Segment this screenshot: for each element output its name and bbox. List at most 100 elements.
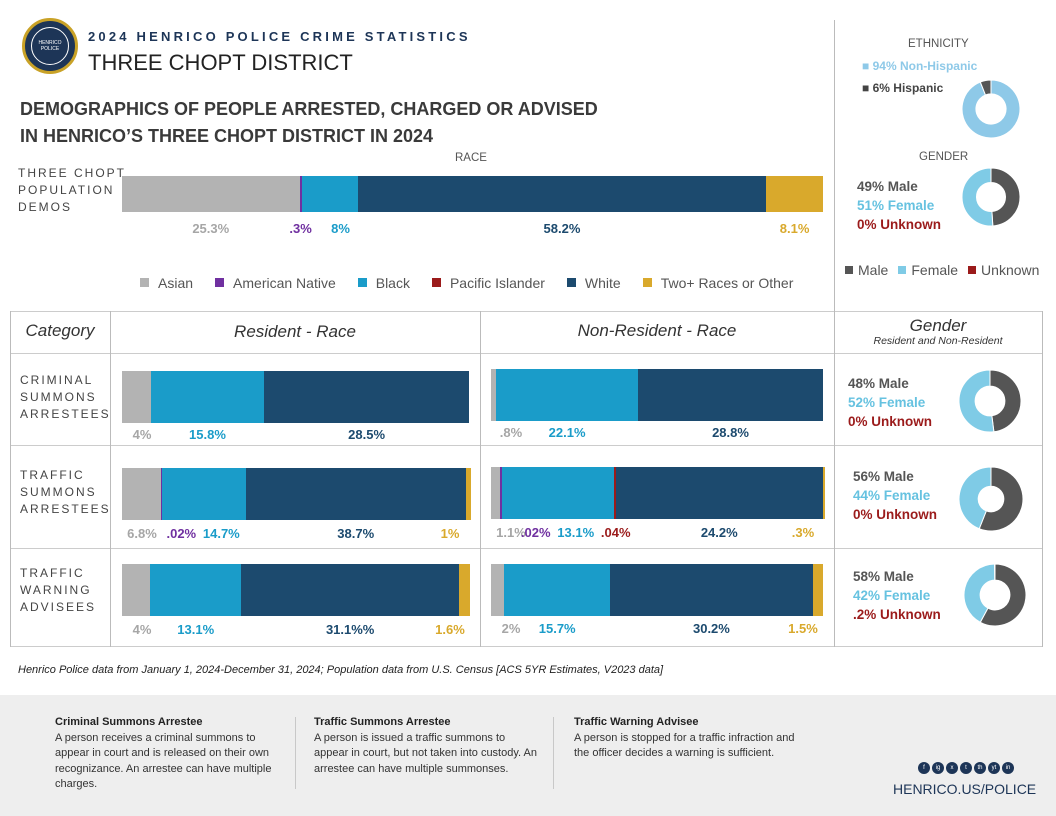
gender-legend-swatch-male <box>845 266 853 274</box>
data-label-white: 28.8% <box>712 425 749 440</box>
warning-resident-labels: 4% 13.1% 31.1%% 1.6% <box>122 622 470 638</box>
bar-segment-two-races-or-other <box>465 468 472 520</box>
bar-segment-black <box>301 176 358 212</box>
data-label-pacific-islander: .04% <box>600 525 631 540</box>
gender-criminal-labels: 48% Male 52% Female 0% Unknown <box>848 374 932 431</box>
bar-segment-white <box>638 369 823 421</box>
legend-swatch-white <box>566 278 576 287</box>
linkedin-icon[interactable]: in <box>1002 762 1014 774</box>
gender-population-donut-chart <box>962 168 1020 226</box>
bar-segment-asian <box>491 369 497 421</box>
bar-segment-asian <box>491 564 505 616</box>
data-label-white: 28.5% <box>348 427 386 442</box>
donut-slice-female <box>964 564 996 623</box>
gender-criminal-unknown: 0% Unknown <box>848 414 933 429</box>
gender-criminal-donut-chart <box>959 370 1021 432</box>
table-border-bottom <box>10 646 1043 647</box>
x-icon[interactable]: x <box>946 762 958 774</box>
footer-panel <box>0 695 1056 816</box>
seal-text: HENRICO POLICE <box>31 27 69 65</box>
nextdoor-icon[interactable]: th <box>974 762 986 774</box>
gender-legend-item-unknown: Unknown <box>968 262 1039 278</box>
footer-warning-title: Traffic Warning Advisee <box>574 716 699 728</box>
instagram-icon[interactable]: ig <box>932 762 944 774</box>
bar-segment-white <box>264 371 469 423</box>
facebook-icon[interactable]: f <box>918 762 930 774</box>
gender-warning-labels: 58% Male 42% Female .2% Unknown <box>853 567 941 624</box>
criminal-resident-labels: 4% 15.8% 28.5% <box>122 427 469 443</box>
donut-slice-male <box>989 370 1021 432</box>
gender-legend-item-female: Female <box>898 262 958 278</box>
gender-legend-item-male: Male <box>845 262 888 278</box>
police-seal-logo: HENRICO POLICE <box>22 18 78 74</box>
bar-segment-black <box>150 371 265 423</box>
legend-label-american-native: American Native <box>233 275 336 291</box>
legend-label-pacific-islander: Pacific Islander <box>449 275 545 291</box>
warning-resident-bar <box>122 564 470 616</box>
donut-slice-hispanic <box>979 80 992 96</box>
threads-icon[interactable]: t <box>960 762 972 774</box>
bar-segment-white <box>357 176 767 212</box>
gender-traffic-donut-chart <box>959 467 1023 531</box>
footer-traffic-title: Traffic Summons Arrestee <box>314 716 451 728</box>
data-label-american-native: .02% <box>520 525 551 540</box>
data-label-asian: .8% <box>499 425 523 440</box>
criminal-nonresident-labels: .8% 22.1% 28.8% <box>491 425 823 441</box>
data-label-asian: 25.3% <box>192 221 230 236</box>
data-label-two-races-or-other: .3% <box>791 525 815 540</box>
bar-segment-white <box>609 564 813 616</box>
legend-label-black: Black <box>375 275 410 291</box>
gender-legend: Male Female Unknown <box>845 262 1039 278</box>
donut-slice-female <box>959 370 995 432</box>
gender-warning-donut-chart <box>964 564 1026 626</box>
data-label-white: 24.2% <box>700 525 738 540</box>
bar-segment-two-races-or-other <box>822 467 826 519</box>
youtube-icon[interactable]: yt <box>988 762 1000 774</box>
legend-label-white: White <box>584 275 621 291</box>
bar-segment-asian <box>122 176 300 212</box>
footer-divider-2 <box>553 717 554 789</box>
col-header-gender: Gender <box>909 316 967 335</box>
report-series-title: 2024 HENRICO POLICE CRIME STATISTICS <box>88 29 471 44</box>
data-label-black: 15.8% <box>189 427 226 442</box>
gender-legend-label-female: Female <box>911 262 959 278</box>
bar-segment-two-races-or-other <box>458 564 470 616</box>
legend-item-white: White <box>566 275 621 291</box>
table-col-divider-3 <box>834 311 835 647</box>
data-label-black: 22.1% <box>548 425 586 440</box>
row-label-traffic: TRAFFIC SUMMONS ARRESTEES <box>20 468 111 516</box>
gender-warning-unknown: .2% Unknown <box>853 607 941 622</box>
data-label-two-races-or-other: 1% <box>440 526 460 541</box>
data-source-note: Henrico Police data from January 1, 2024… <box>18 664 664 676</box>
headline-line-1: DEMOGRAPHICS OF PEOPLE ARRESTED, CHARGED… <box>20 99 598 119</box>
col-header-resident: Resident - Race <box>234 322 356 341</box>
legend-item-two-races-or-other: Two+ Races or Other <box>642 275 793 291</box>
gender-pop-female: 51% Female <box>857 198 935 213</box>
bar-segment-asian <box>491 467 501 519</box>
legend-swatch-asian <box>140 278 149 287</box>
donut-slice-male <box>978 467 1023 531</box>
bar-segment-white <box>615 467 823 519</box>
gender-criminal-female: 52% Female <box>848 395 926 410</box>
data-label-black: 14.7% <box>202 526 240 541</box>
bar-segment-asian <box>122 468 161 520</box>
gender-traffic-labels: 56% Male 44% Female 0% Unknown <box>853 467 937 524</box>
table-col-divider-1 <box>110 311 111 647</box>
footer-divider-1 <box>295 717 296 789</box>
gender-warning-female: 42% Female <box>853 588 931 603</box>
warning-nonresident-bar <box>491 564 823 616</box>
legend-swatch-pacific-islander <box>431 278 441 287</box>
bar-segment-american-native <box>160 468 163 520</box>
website-link[interactable]: HENRICO.US/POLICE <box>893 781 1037 797</box>
divider-vertical-top <box>834 20 835 312</box>
table-border-left <box>10 311 11 647</box>
footer-criminal-text: A person receives a criminal summons to … <box>55 731 272 791</box>
gender-pop-unknown: 0% Unknown <box>857 217 942 232</box>
data-label-asian: 6.8% <box>127 526 157 541</box>
criminal-nonresident-bar <box>491 369 823 421</box>
col-header-category: Category <box>25 321 95 340</box>
gender-legend-label-unknown: Unknown <box>981 262 1040 278</box>
bar-segment-two-races-or-other <box>766 176 823 212</box>
bar-segment-black <box>149 564 242 616</box>
bar-segment-asian <box>122 564 150 616</box>
